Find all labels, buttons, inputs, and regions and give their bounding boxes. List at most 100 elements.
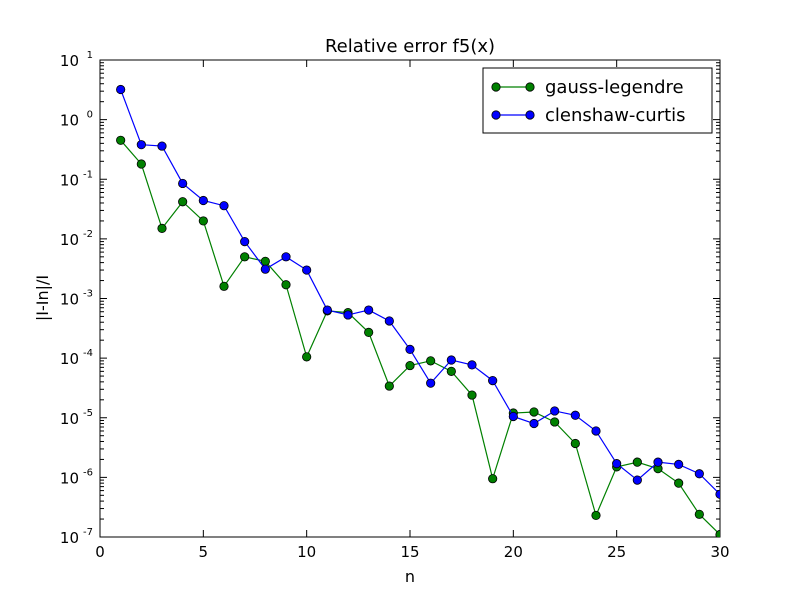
y-tick-label: 10	[60, 171, 79, 189]
data-point-clenshaw-curtis	[364, 305, 374, 315]
data-point-clenshaw-curtis	[405, 344, 415, 355]
data-point-gauss-legendre	[446, 366, 456, 376]
data-point-gauss-legendre	[570, 438, 580, 449]
data-point-clenshaw-curtis	[446, 355, 456, 365]
y-tick-label: 10	[60, 410, 79, 428]
y-tick-exponent: 0	[87, 110, 93, 121]
y-tick-exponent: -4	[83, 348, 93, 359]
data-point-clenshaw-curtis	[322, 305, 332, 315]
y-tick-base: 10	[60, 529, 79, 547]
data-point-clenshaw-curtis	[591, 426, 601, 436]
data-point-clenshaw-curtis	[694, 469, 704, 479]
data-point-clenshaw-curtis	[384, 316, 394, 326]
data-point-clenshaw-curtis	[612, 459, 622, 469]
legend-marker-gauss-legendre	[525, 82, 535, 92]
x-tick-label: 0	[95, 543, 105, 561]
data-point-clenshaw-curtis	[219, 201, 229, 211]
data-point-clenshaw-curtis	[715, 489, 720, 499]
y-tick-exponent: -7	[83, 527, 93, 538]
y-tick-exponent: -1	[83, 169, 93, 180]
legend-marker-gauss-legendre	[491, 82, 501, 92]
data-point-gauss-legendre	[198, 216, 208, 226]
data-point-clenshaw-curtis	[343, 310, 353, 320]
data-point-clenshaw-curtis	[632, 475, 642, 485]
legend-box	[482, 67, 713, 134]
y-tick-base: 10	[60, 410, 79, 428]
data-point-gauss-legendre	[178, 197, 188, 207]
data-point-clenshaw-curtis	[570, 410, 580, 420]
legend: gauss-legendre clenshaw-curtis	[482, 67, 713, 134]
data-point-clenshaw-curtis	[240, 237, 250, 247]
data-point-gauss-legendre	[694, 509, 704, 519]
y-tick-exponent: -3	[83, 289, 93, 300]
series-layer	[116, 84, 720, 537]
plot-frame	[99, 59, 721, 538]
data-point-clenshaw-curtis	[508, 411, 518, 422]
data-point-gauss-legendre	[302, 352, 312, 362]
y-tick-base: 10	[60, 112, 79, 130]
x-tick-label: 5	[199, 543, 209, 561]
data-point-clenshaw-curtis	[198, 195, 208, 206]
data-point-gauss-legendre	[219, 281, 229, 291]
y-tick-label: 10	[60, 350, 79, 368]
data-point-gauss-legendre	[240, 252, 250, 262]
y-tick-label: 10	[60, 291, 79, 309]
data-point-gauss-legendre	[550, 417, 560, 427]
data-point-gauss-legendre	[674, 478, 684, 488]
legend-marker-clenshaw-curtis	[525, 110, 535, 120]
data-point-gauss-legendre	[715, 529, 720, 537]
data-point-clenshaw-curtis	[467, 360, 477, 370]
data-point-gauss-legendre	[467, 390, 477, 400]
x-tick-label: 30	[710, 543, 729, 561]
x-tick-label: 15	[400, 543, 419, 561]
data-point-clenshaw-curtis	[488, 375, 498, 386]
data-point-gauss-legendre	[364, 327, 374, 338]
y-tick-base: 10	[60, 469, 79, 487]
data-point-clenshaw-curtis	[260, 264, 270, 274]
x-tick-label: 10	[297, 543, 316, 561]
data-point-clenshaw-curtis	[674, 459, 684, 470]
x-tick-label: 20	[504, 543, 523, 561]
y-tick-exponent: -5	[83, 408, 93, 419]
data-point-clenshaw-curtis	[157, 141, 167, 151]
data-point-gauss-legendre	[116, 135, 126, 145]
chart-title: Relative error f5(x)	[325, 36, 495, 57]
y-axis-label: |I-In|/I	[33, 275, 52, 321]
y-tick-label: 10	[60, 112, 79, 130]
y-tick-label: 10	[60, 529, 79, 547]
data-point-clenshaw-curtis	[116, 84, 126, 95]
y-tick-exponent: -6	[83, 467, 93, 478]
data-point-gauss-legendre	[157, 223, 167, 233]
data-point-gauss-legendre	[426, 356, 436, 366]
x-tick-label: 25	[607, 543, 626, 561]
legend-marker-clenshaw-curtis	[491, 110, 501, 120]
y-tick-base: 10	[60, 291, 79, 309]
data-point-gauss-legendre	[384, 381, 394, 391]
data-point-clenshaw-curtis	[178, 178, 188, 189]
y-tick-label: 10	[60, 469, 79, 487]
data-point-clenshaw-curtis	[426, 378, 436, 388]
x-axis-label: n	[405, 567, 415, 586]
data-point-gauss-legendre	[529, 407, 539, 417]
data-point-gauss-legendre	[281, 280, 291, 290]
plot-area: 0 5 10 15 20 25 3010-710-610-510-410-310-210-1…	[60, 50, 730, 561]
legend-label-clenshaw-curtis: clenshaw-curtis	[545, 105, 686, 126]
data-point-gauss-legendre	[632, 457, 642, 467]
legend-label-gauss-legendre: gauss-legendre	[545, 77, 684, 98]
data-point-clenshaw-curtis	[653, 457, 663, 467]
data-point-gauss-legendre	[591, 510, 601, 521]
data-point-clenshaw-curtis	[302, 265, 312, 275]
y-tick-label: 10	[60, 52, 79, 70]
y-tick-base: 10	[60, 350, 79, 368]
y-tick-base: 10	[60, 52, 79, 70]
y-tick-base: 10	[60, 231, 79, 249]
data-point-clenshaw-curtis	[136, 140, 146, 150]
data-point-clenshaw-curtis	[281, 252, 291, 262]
y-tick-exponent: 1	[87, 50, 93, 61]
data-point-gauss-legendre	[405, 360, 415, 371]
data-point-gauss-legendre	[488, 474, 498, 484]
data-point-gauss-legendre	[136, 159, 146, 169]
y-tick-base: 10	[60, 171, 79, 189]
data-point-clenshaw-curtis	[529, 418, 539, 429]
